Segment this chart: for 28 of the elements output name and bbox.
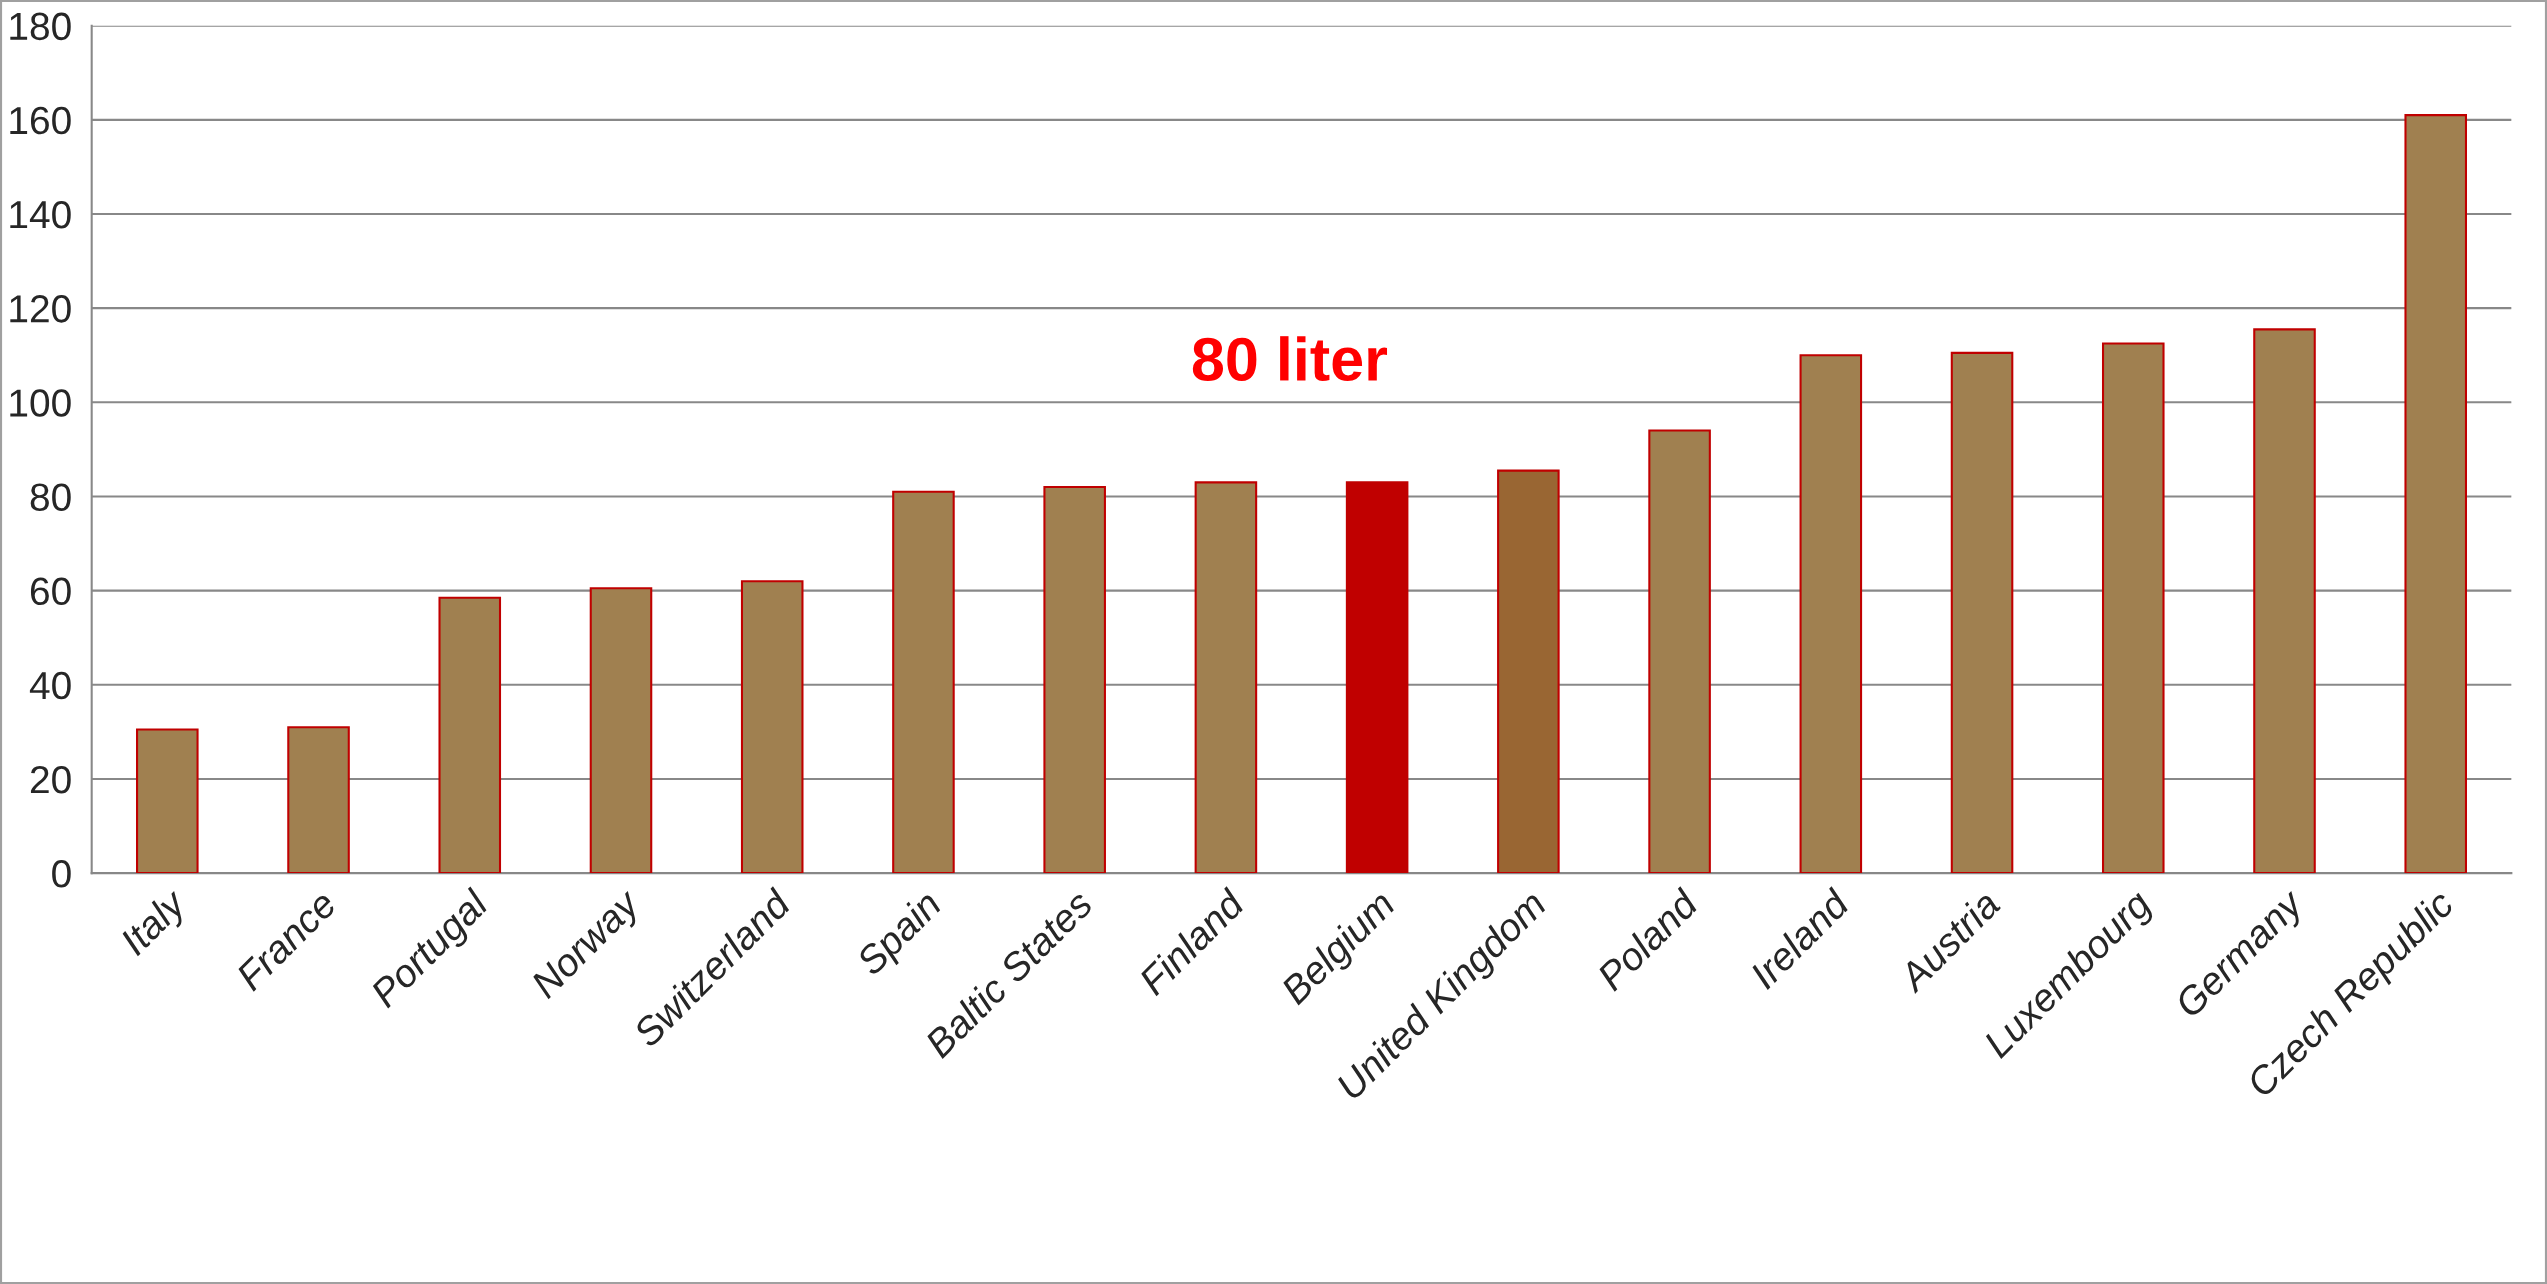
y-tick-label: 80: [30, 483, 71, 511]
bar: [1648, 429, 1711, 874]
bar: [2253, 328, 2316, 874]
y-tick-label: 160: [10, 106, 71, 135]
bar: [1194, 481, 1258, 874]
bar: [1799, 354, 1863, 874]
y-tick-label: 180: [10, 12, 71, 41]
bar: [287, 726, 350, 874]
bar: [740, 580, 804, 874]
bar: [1043, 486, 1106, 874]
y-tick-label: 20: [30, 765, 71, 794]
bar: [136, 728, 199, 874]
y-tick-label: 120: [10, 295, 71, 323]
x-tick-label: Italy: [117, 885, 195, 962]
bar: [1497, 469, 1560, 874]
y-tick-label: 60: [30, 577, 71, 606]
y-tick-label: 0: [52, 860, 71, 888]
bar: [2101, 342, 2165, 874]
bar: [438, 596, 502, 874]
y-tick-label: 100: [10, 389, 71, 417]
annotation: 80 liter: [1192, 336, 1388, 382]
bar: [1345, 481, 1409, 874]
bar: [892, 490, 955, 874]
bar: [1950, 351, 2014, 874]
y-tick-label: 40: [29, 671, 71, 700]
bar: [589, 587, 653, 874]
y-tick-label: 140: [10, 200, 71, 229]
bar: [2404, 114, 2468, 874]
